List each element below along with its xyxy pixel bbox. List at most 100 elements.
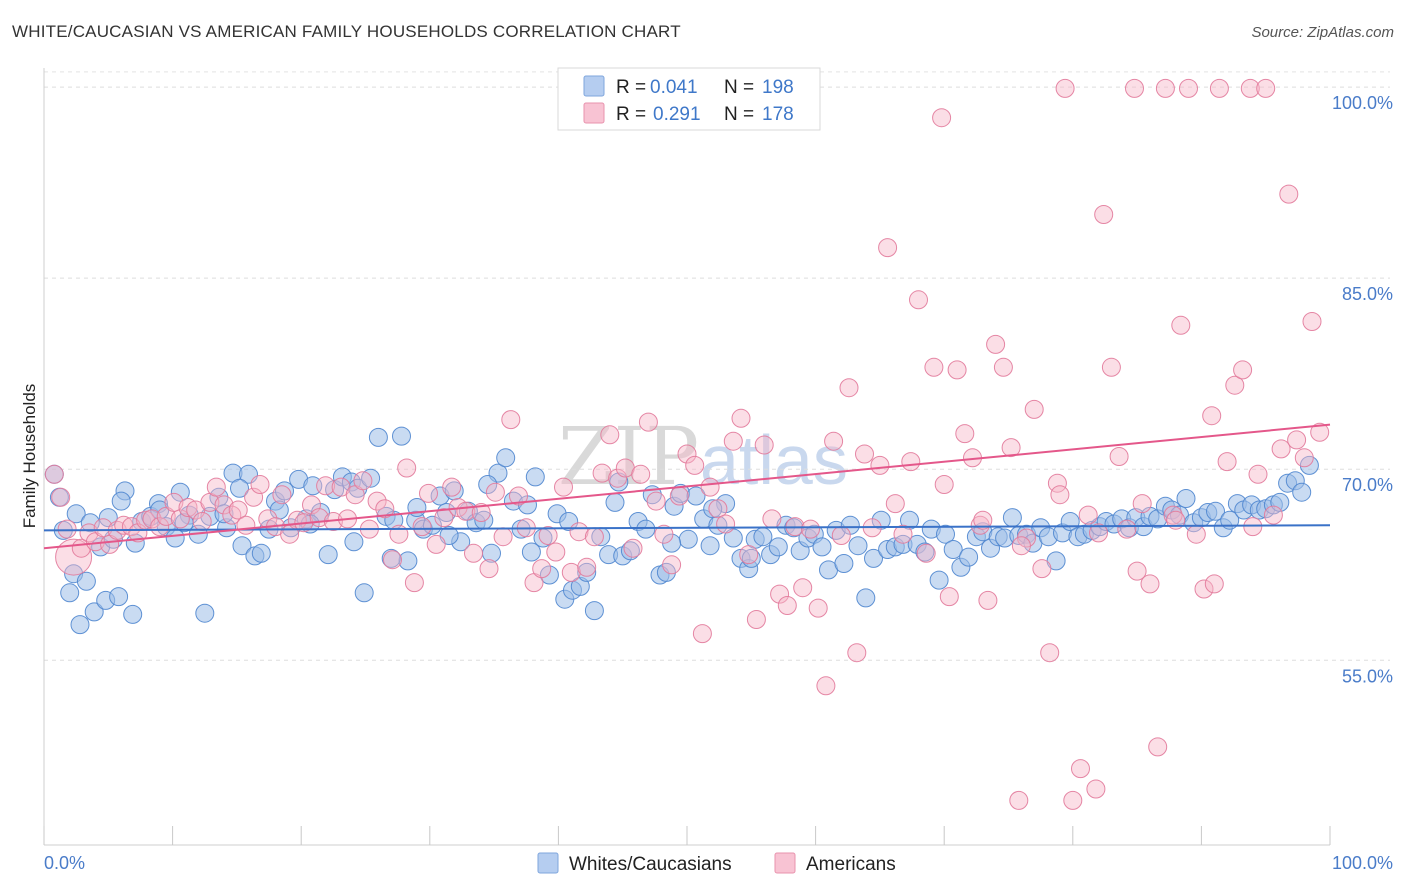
point-americans (236, 515, 256, 535)
point-whites (84, 602, 104, 622)
x-tick-label-max: 100.0% (1332, 853, 1393, 873)
point-americans (1279, 184, 1299, 204)
point-americans (608, 468, 628, 488)
point-americans (1032, 559, 1052, 579)
point-americans (538, 526, 558, 545)
point-whites (1002, 508, 1022, 528)
point-americans (1163, 505, 1183, 525)
point-whites (1292, 482, 1312, 502)
point-whites (1270, 492, 1290, 512)
point-americans (677, 444, 697, 464)
y-tick-labels: 55.0% 70.0% 85.0% 100.0% (1332, 93, 1393, 686)
point-americans (1024, 399, 1044, 419)
point-americans (434, 508, 454, 528)
point-americans (584, 527, 604, 547)
point-whites (915, 542, 935, 562)
point-americans (1302, 312, 1322, 331)
point-americans (51, 487, 71, 507)
point-americans (464, 543, 483, 563)
point-americans (1094, 205, 1114, 224)
legend-swatch-whites (583, 75, 605, 97)
point-whites (812, 537, 832, 557)
point-whites (1176, 489, 1196, 508)
bottom-legend-label-americans: Americans (806, 854, 896, 875)
point-americans (654, 524, 674, 544)
point-whites (929, 570, 949, 590)
point-americans (1125, 78, 1144, 98)
point-americans (1001, 438, 1021, 458)
point-americans (1148, 737, 1168, 757)
point-americans (442, 477, 462, 497)
point-whites (539, 565, 559, 585)
point-whites (80, 513, 100, 533)
point-americans (739, 545, 759, 565)
y-tick-label: 55.0% (1342, 666, 1393, 686)
point-whites (900, 510, 919, 530)
point-whites (856, 588, 876, 608)
point-americans (1179, 78, 1198, 98)
point-americans (206, 477, 226, 497)
point-americans (1310, 422, 1330, 442)
point-americans (367, 491, 387, 511)
point-americans (1194, 579, 1214, 599)
point-americans (1055, 78, 1075, 98)
point-americans (192, 512, 212, 531)
point-americans (1287, 430, 1307, 450)
point-whites (753, 527, 773, 547)
point-americans (1050, 485, 1070, 505)
point-americans (228, 500, 248, 520)
point-americans (885, 494, 905, 514)
point-whites (361, 468, 381, 488)
point-whites (76, 571, 96, 591)
point-americans (662, 555, 682, 575)
y-tick-label: 100.0% (1332, 93, 1393, 113)
point-americans (57, 519, 77, 539)
point-americans (419, 483, 438, 503)
point-americans (244, 487, 264, 507)
point-americans (93, 518, 113, 538)
series-americans-points (44, 78, 1330, 810)
point-whites (584, 601, 604, 621)
chart-title: WHITE/CAUCASIAN VS AMERICAN FAMILY HOUSE… (12, 22, 681, 41)
bottom-legend-label-whites: Whites/Caucasians (569, 854, 732, 875)
point-whites (605, 492, 625, 512)
legend-r-value-whites: 0.041 (650, 77, 698, 98)
point-americans (164, 492, 184, 512)
point-americans (501, 410, 521, 430)
y-axis-label: Family Households (20, 384, 39, 529)
point-whites (936, 524, 955, 544)
point-americans (631, 464, 651, 484)
point-americans (816, 676, 836, 696)
point-whites (381, 548, 401, 568)
point-americans (793, 578, 813, 598)
point-americans (932, 108, 952, 128)
point-whites (251, 543, 271, 563)
point-americans (801, 519, 820, 539)
point-whites (109, 587, 129, 607)
point-americans (554, 477, 573, 497)
point-americans (1225, 375, 1245, 395)
point-americans (708, 499, 728, 519)
point-americans (600, 425, 620, 445)
point-whites (521, 542, 541, 562)
point-whites (636, 519, 656, 539)
point-americans (1086, 779, 1106, 799)
point-whites (741, 548, 761, 568)
point-whites (864, 548, 883, 568)
point-whites (392, 426, 411, 446)
point-americans (404, 573, 424, 593)
point-americans (893, 524, 913, 544)
point-whites (703, 499, 723, 519)
point-americans (412, 517, 432, 537)
point-americans (316, 476, 336, 496)
point-americans (973, 510, 993, 530)
point-americans (479, 559, 499, 579)
point-whites (559, 512, 579, 531)
point-americans (754, 435, 774, 455)
point-whites (686, 486, 706, 506)
point-whites (60, 583, 80, 603)
point-americans (569, 522, 589, 542)
point-americans (592, 463, 612, 483)
point-americans (375, 499, 395, 519)
